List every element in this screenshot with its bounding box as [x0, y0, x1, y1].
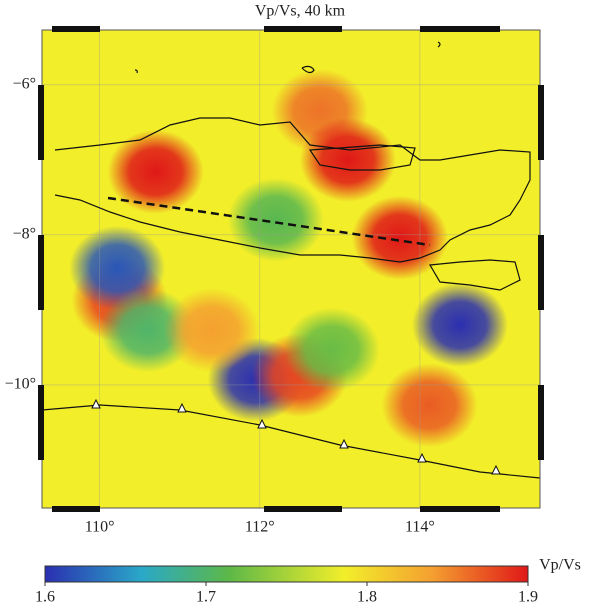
colorbar-label: Vp/Vs: [539, 557, 581, 574]
frame-ticks: [38, 26, 544, 512]
x-tick-label: 112°: [245, 519, 275, 536]
x-tick-label: 110°: [85, 519, 115, 536]
y-tick-label: −8°: [13, 226, 36, 243]
y-tick-label: −10°: [5, 376, 36, 393]
colorbar-tick-label: 1.6: [35, 589, 55, 606]
anomalies: [69, 69, 508, 448]
colorbar-tick-label: 1.7: [196, 589, 216, 606]
y-tick-label: −6°: [13, 75, 36, 92]
grid: [42, 30, 540, 508]
colorbar: [44, 565, 529, 583]
anomaly: [381, 363, 478, 448]
coastlines: [42, 41, 540, 479]
anomaly: [227, 177, 324, 262]
colorbar-tick-label: 1.8: [357, 589, 377, 606]
anomaly: [163, 288, 260, 373]
anomaly: [107, 129, 204, 214]
anomaly: [299, 117, 396, 202]
dashed-line: [107, 196, 431, 247]
anomaly: [411, 282, 508, 367]
map-title: Vp/Vs, 40 km: [255, 3, 346, 20]
anomaly: [283, 307, 380, 392]
trench-teeth: [91, 398, 501, 475]
anomaly: [351, 195, 448, 280]
colorbar-tick-label: 1.9: [518, 589, 538, 606]
x-tick-label: 114°: [405, 519, 435, 536]
